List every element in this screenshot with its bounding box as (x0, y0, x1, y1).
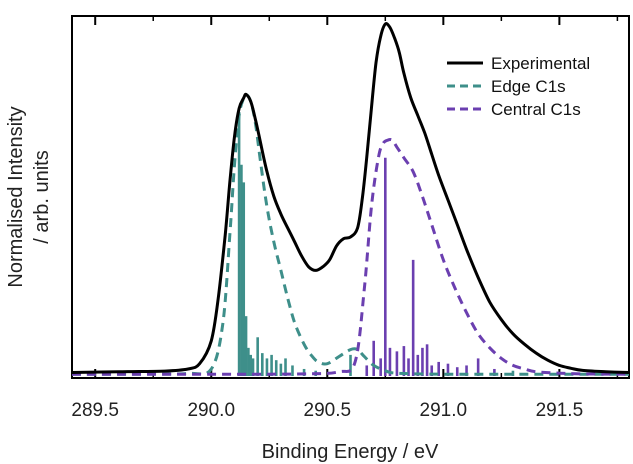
series-lines (71, 22, 630, 376)
x-axis-title: Binding Energy / eV (262, 441, 439, 463)
x-tick-label: 289.5 (71, 400, 119, 421)
legend-label-edge: Edge C1s (491, 77, 566, 96)
legend-label-central: Central C1s (491, 100, 581, 119)
plot-frame (71, 15, 630, 379)
legend-label-experimental: Experimental (491, 54, 590, 73)
series-line-0 (71, 22, 630, 374)
x-tick-label: 290.0 (187, 400, 235, 421)
x-tick-label: 291.5 (536, 400, 584, 421)
x-tick-labels: 289.5 290.0 290.5 291.0 291.5 (71, 400, 583, 421)
series-line-1 (71, 92, 629, 376)
series-line-2 (71, 138, 630, 376)
x-tick-label: 290.5 (304, 400, 352, 421)
stick-spectra (237, 112, 515, 376)
y-axis-title-line1: Normalised Intensity (5, 106, 27, 287)
x-tick-label: 291.0 (420, 400, 468, 421)
legend: Experimental Edge C1s Central C1s (447, 54, 590, 119)
y-axis-title-line2: / arb. units (31, 150, 53, 243)
